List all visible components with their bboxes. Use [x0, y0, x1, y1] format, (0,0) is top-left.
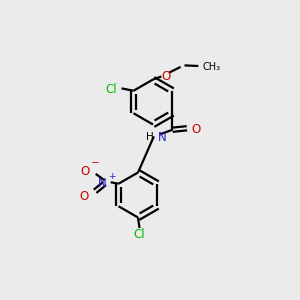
Text: O: O: [191, 123, 201, 136]
Text: O: O: [81, 165, 90, 178]
Text: H: H: [146, 132, 154, 142]
Text: N: N: [98, 177, 106, 190]
Text: +: +: [108, 172, 116, 181]
Text: CH₃: CH₃: [202, 62, 220, 72]
Text: N: N: [158, 131, 166, 144]
Text: Cl: Cl: [105, 83, 117, 96]
Text: O: O: [161, 70, 170, 83]
Text: Cl: Cl: [134, 227, 145, 241]
Text: O: O: [80, 190, 89, 203]
Text: −: −: [91, 158, 100, 168]
